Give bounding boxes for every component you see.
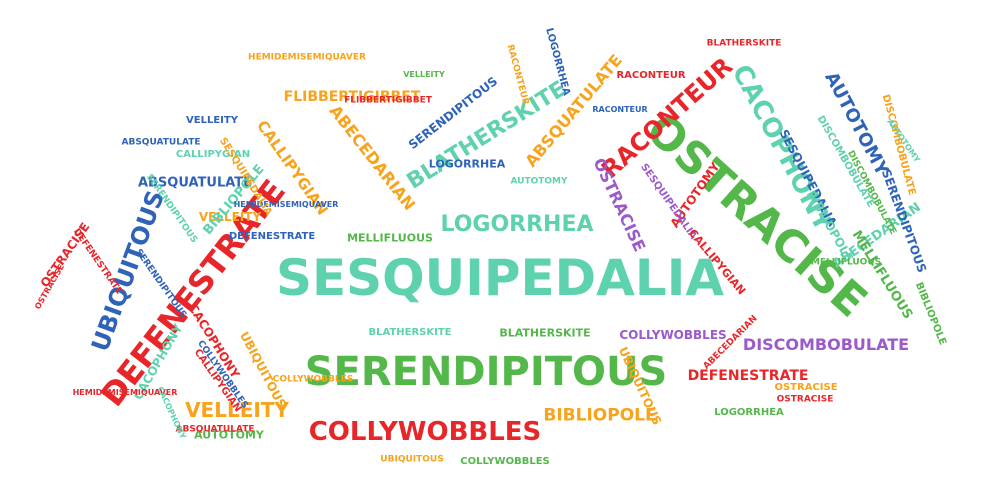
cloud-word-ubiquitous: UBIQUITOUS: [380, 454, 444, 465]
cloud-word-autotomy: AUTOTOMY: [194, 428, 264, 442]
cloud-word-velleity: VELLEITY: [185, 398, 289, 422]
cloud-word-hemidemisemiquaver: HEMIDEMISEMIQUAVER: [233, 200, 339, 209]
cloud-word-hemidemisemiquaver: HEMIDEMISEMIQUAVER: [248, 52, 366, 63]
cloud-word-absquatulate: ABSQUATULATE: [121, 137, 201, 148]
cloud-word-callipygian: CALLIPYGIAN: [175, 149, 251, 160]
cloud-word-ostracise: OSTRACISE: [37, 219, 93, 291]
cloud-word-absquatulate: ABSQUATULATE: [175, 424, 255, 435]
cloud-word-hemidemisemiquaver: HEMIDEMISEMIQUAVER: [72, 388, 178, 397]
cloud-word-logorrhea: LOGORRHEA: [714, 407, 784, 418]
cloud-word-raconteur: RACONTEUR: [504, 43, 531, 107]
cloud-word-blatherskite: BLATHERSKITE: [706, 38, 782, 49]
cloud-word-logorrhea: LOGORRHEA: [428, 157, 506, 171]
cloud-word-bibliopole: BIBLIOPOLE: [543, 405, 657, 426]
cloud-word-mellifluous: MELLIFLUOUS: [347, 231, 433, 245]
cloud-word-absquatulate: ABSQUATULATE: [137, 175, 253, 191]
cloud-word-autotomy: AUTOTOMY: [510, 176, 568, 187]
cloud-word-ostracise: OSTRACISE: [774, 382, 838, 393]
cloud-word-velleity: VELLEITY: [403, 70, 445, 79]
cloud-word-ostracise: OSTRACISE: [776, 394, 834, 405]
cloud-word-defenestrate: DEFENESTRATE: [228, 231, 316, 242]
cloud-word-raconteur: RACONTEUR: [592, 105, 648, 114]
cloud-word-blatherskite: BLATHERSKITE: [368, 327, 452, 338]
cloud-word-collywobbles: COLLYWOBBLES: [460, 456, 550, 467]
cloud-word-collywobbles: COLLYWOBBLES: [308, 417, 542, 447]
cloud-word-serendipitous: SERENDIPITOUS: [304, 349, 668, 395]
cloud-word-discombobulate: DISCOMBOBULATE: [742, 335, 910, 354]
cloud-word-raconteur: RACONTEUR: [616, 70, 686, 81]
cloud-word-logorrhea: LOGORRHEA: [440, 212, 594, 237]
cloud-word-flibbertigibbet: FLIBBERTIGIBBET: [283, 89, 421, 105]
cloud-word-bibliopole: BIBLIOPOLE: [912, 280, 949, 347]
cloud-word-sesquipedalia: SESQUIPEDALIA: [275, 249, 725, 307]
cloud-word-abecedarian: ABECEDARIAN: [325, 101, 420, 214]
cloud-word-flibbertigibbet: FLIBBERTIGIBBET: [344, 95, 432, 106]
cloud-word-blatherskite: BLATHERSKITE: [499, 326, 591, 340]
cloud-word-mellifluous: MELLIFLUOUS: [810, 257, 882, 268]
cloud-word-velleity: VELLEITY: [186, 115, 238, 126]
cloud-word-defenestrate: DEFENESTRATE: [687, 368, 809, 384]
cloud-word-velleity: VELLEITY: [198, 210, 262, 224]
cloud-word-collywobbles: COLLYWOBBLES: [272, 374, 354, 385]
cloud-word-collywobbles: COLLYWOBBLES: [619, 328, 727, 342]
